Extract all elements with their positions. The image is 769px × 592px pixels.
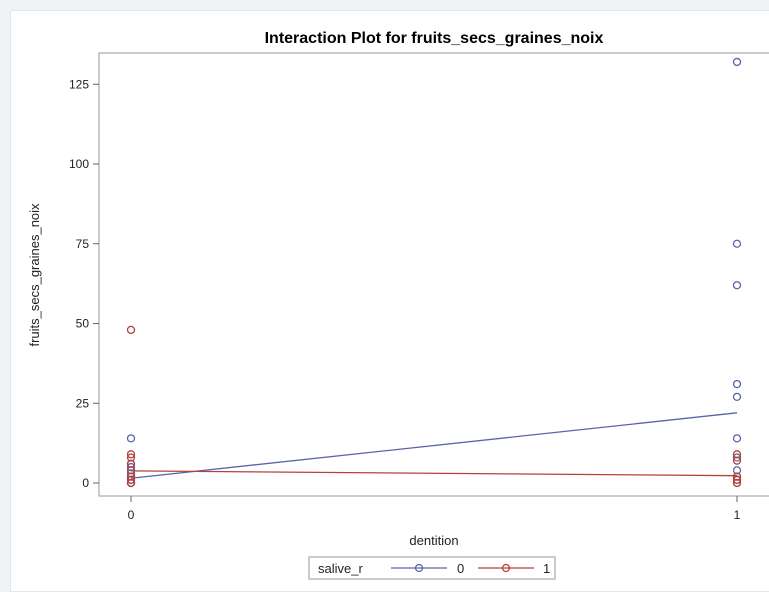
data-point-salive-1 (126, 475, 136, 484)
legend-label-1: 1 (543, 561, 550, 576)
y-tick-label: 0 (82, 476, 89, 490)
legend-label-0: 0 (457, 561, 464, 576)
interaction-plot: Interaction Plot for fruits_secs_graines… (27, 30, 769, 580)
x-tick-label: 1 (734, 508, 741, 522)
data-point-salive-0 (732, 379, 742, 389)
x-tick-label: 0 (128, 508, 135, 522)
x-axis-label: dentition (409, 533, 458, 548)
chart-title: Interaction Plot for fruits_secs_graines… (265, 30, 604, 47)
y-axis: 0 25 50 75 100 125 (69, 77, 99, 490)
data-point-salive-0 (732, 392, 742, 402)
data-point-salive-1 (126, 478, 136, 488)
data-point-salive-0 (732, 453, 742, 462)
y-tick-label: 50 (76, 317, 90, 331)
legend-marker-0 (414, 563, 424, 573)
data-point-salive-1 (126, 325, 136, 335)
y-tick-label: 125 (69, 77, 89, 91)
mean-line-salive-1 (130, 470, 738, 477)
data-point-salive-1 (732, 478, 742, 488)
mean-lines (130, 412, 738, 479)
y-tick-label: 25 (76, 396, 90, 410)
data-point-salive-1 (732, 456, 742, 465)
data-point-salive-0 (732, 281, 742, 290)
y-tick-label: 75 (76, 237, 90, 251)
data-point-salive-0 (732, 57, 742, 67)
chart-frame: Interaction Plot for fruits_secs_graines… (10, 10, 769, 592)
data-points (126, 57, 742, 488)
data-point-salive-1 (732, 475, 742, 484)
legend: salive_r 0 1 (308, 556, 556, 580)
data-point-salive-0 (732, 434, 742, 443)
legend-title: salive_r (318, 561, 363, 576)
legend-marker-1 (501, 563, 511, 573)
plot-area-frame (98, 52, 769, 497)
y-axis-label: fruits_secs_graines_noix (27, 203, 42, 347)
data-point-salive-0 (126, 434, 136, 443)
data-point-salive-0 (732, 239, 742, 248)
mean-line-salive-0 (130, 412, 738, 479)
data-point-salive-1 (126, 450, 136, 459)
y-tick-label: 100 (69, 157, 89, 171)
